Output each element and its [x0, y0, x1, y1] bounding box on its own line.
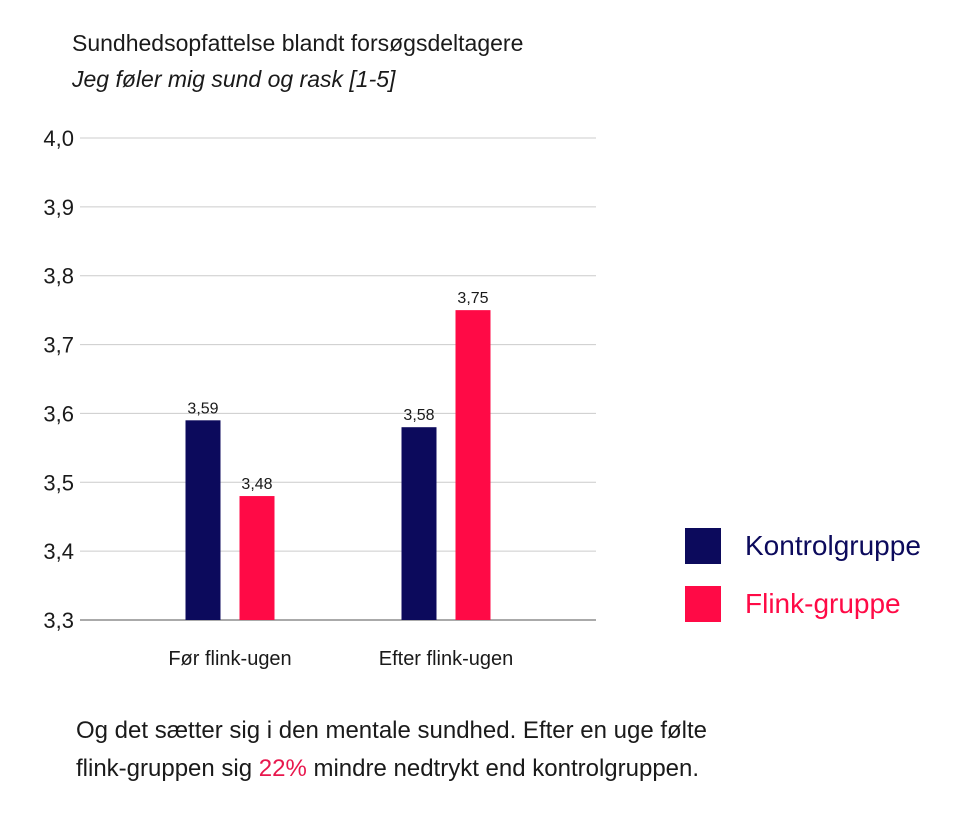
y-tick-label: 3,5: [43, 470, 74, 495]
bar-chart: 3,3 3,4 3,5 3,6 3,7 3,8 3,9 4,0 3,59 3,48 Før flin…: [43, 126, 596, 670]
legend-swatch-flink-gruppe: [685, 586, 721, 622]
caption-line-2: flink-gruppen sig 22% mindre nedtrykt en…: [76, 750, 707, 788]
y-tick-label: 3,3: [43, 608, 74, 633]
bar-flink-gruppe-0: [239, 496, 275, 620]
x-tick-label: Efter flink-ugen: [379, 648, 514, 670]
legend-item-flink-gruppe: Flink-gruppe: [685, 586, 921, 622]
bar-flink-gruppe-1: [455, 310, 491, 620]
y-tick-label: 3,4: [43, 539, 74, 564]
legend-swatch-kontrolgruppe: [685, 528, 721, 564]
x-tick-label: Før flink-ugen: [168, 648, 291, 670]
bar-kontrolgruppe-0: [185, 420, 221, 620]
legend: Kontrolgruppe Flink-gruppe: [685, 528, 921, 644]
caption-highlight: 22%: [258, 755, 307, 782]
chart-subtitle: Jeg føler mig sund og rask [1-5]: [72, 66, 396, 92]
y-tick-label: 3,8: [43, 264, 74, 289]
data-label: 3,59: [187, 400, 218, 417]
chart-title: Sundhedsopfattelse blandt forsøgsdeltage…: [72, 30, 524, 56]
y-tick-label: 3,7: [43, 333, 74, 358]
y-tick-label: 4,0: [43, 126, 74, 151]
caption-line-1: Og det sætter sig i den mentale sundhed.…: [76, 717, 708, 744]
legend-label-flink-gruppe: Flink-gruppe: [745, 588, 901, 619]
y-tick-label: 3,9: [43, 195, 74, 220]
caption: Og det sætter sig i den mentale sundhed.…: [76, 712, 707, 788]
bar-kontrolgruppe-1: [401, 427, 437, 620]
legend-label-kontrolgruppe: Kontrolgruppe: [745, 530, 921, 561]
caption-text-before: flink-gruppen sig: [76, 755, 259, 782]
data-label: 3,58: [403, 407, 434, 424]
data-label: 3,48: [241, 476, 272, 493]
caption-text-after: mindre nedtrykt end kontrolgruppen.: [306, 755, 700, 782]
y-tick-label: 3,6: [43, 401, 74, 426]
legend-item-kontrolgruppe: Kontrolgruppe: [685, 528, 921, 564]
data-label: 3,75: [457, 290, 488, 307]
